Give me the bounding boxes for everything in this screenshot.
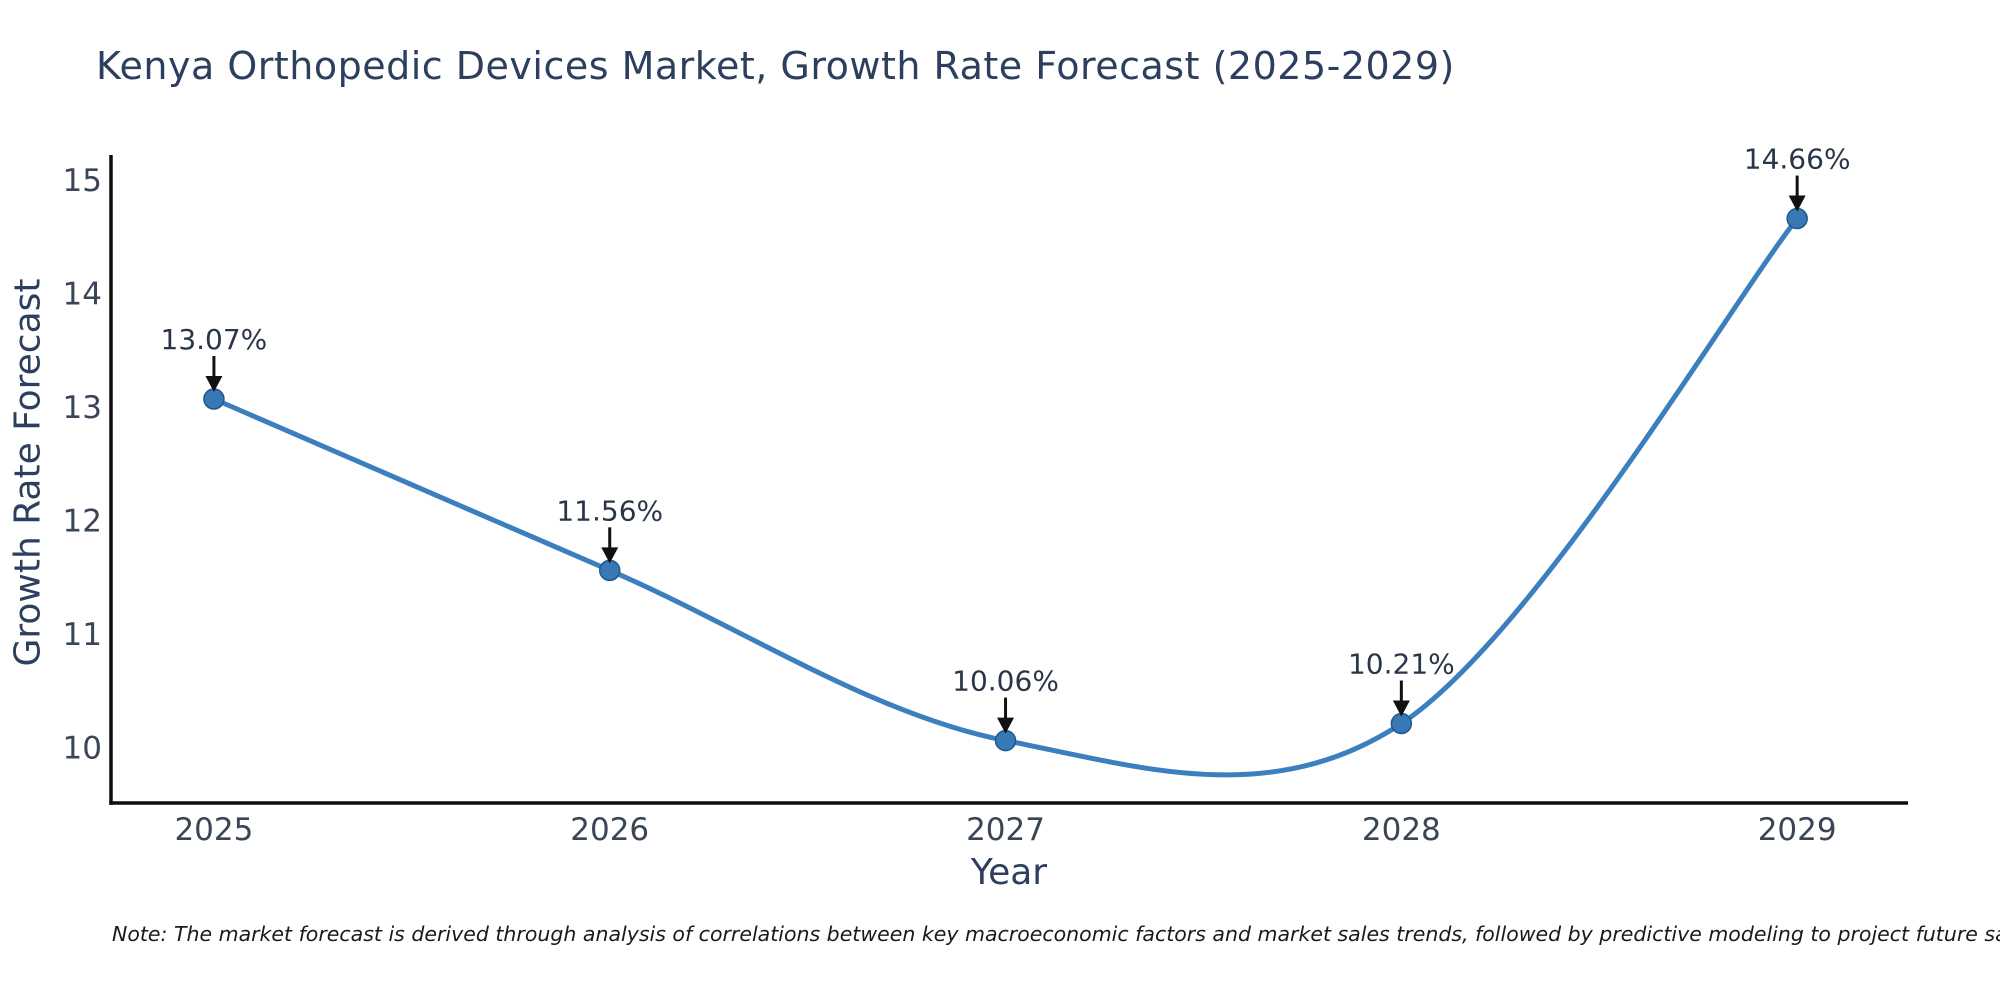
x-axis-title: Year bbox=[970, 852, 1048, 893]
annotation-arrow-head bbox=[1392, 700, 1410, 717]
footnote: Note: The market forecast is derived thr… bbox=[112, 922, 2000, 946]
x-tick-label: 2029 bbox=[1758, 812, 1837, 848]
y-tick-label: 13 bbox=[63, 390, 102, 426]
annotation-arrow-head bbox=[205, 375, 223, 392]
y-tick-label: 11 bbox=[63, 617, 102, 653]
annotation-arrow-head bbox=[1788, 195, 1806, 212]
data-point-label: 13.07% bbox=[161, 323, 268, 356]
data-point-label: 14.66% bbox=[1744, 143, 1851, 176]
x-tick-label: 2027 bbox=[966, 812, 1045, 848]
y-tick-label: 15 bbox=[63, 163, 102, 199]
y-tick-label: 10 bbox=[63, 730, 102, 766]
y-tick-label: 14 bbox=[63, 276, 102, 312]
annotation-arrow-head bbox=[601, 547, 619, 564]
annotation-arrow-head bbox=[997, 717, 1015, 734]
chart-title: Kenya Orthopedic Devices Market, Growth … bbox=[96, 44, 1455, 88]
data-point-label: 10.06% bbox=[952, 665, 1059, 698]
x-tick-label: 2025 bbox=[174, 812, 253, 848]
data-point-label: 11.56% bbox=[556, 494, 663, 527]
data-point-label: 10.21% bbox=[1348, 648, 1455, 681]
x-tick-label: 2028 bbox=[1362, 812, 1441, 848]
trend-line bbox=[211, 216, 1800, 778]
y-tick-label: 12 bbox=[63, 503, 102, 539]
x-tick-label: 2026 bbox=[570, 812, 649, 848]
